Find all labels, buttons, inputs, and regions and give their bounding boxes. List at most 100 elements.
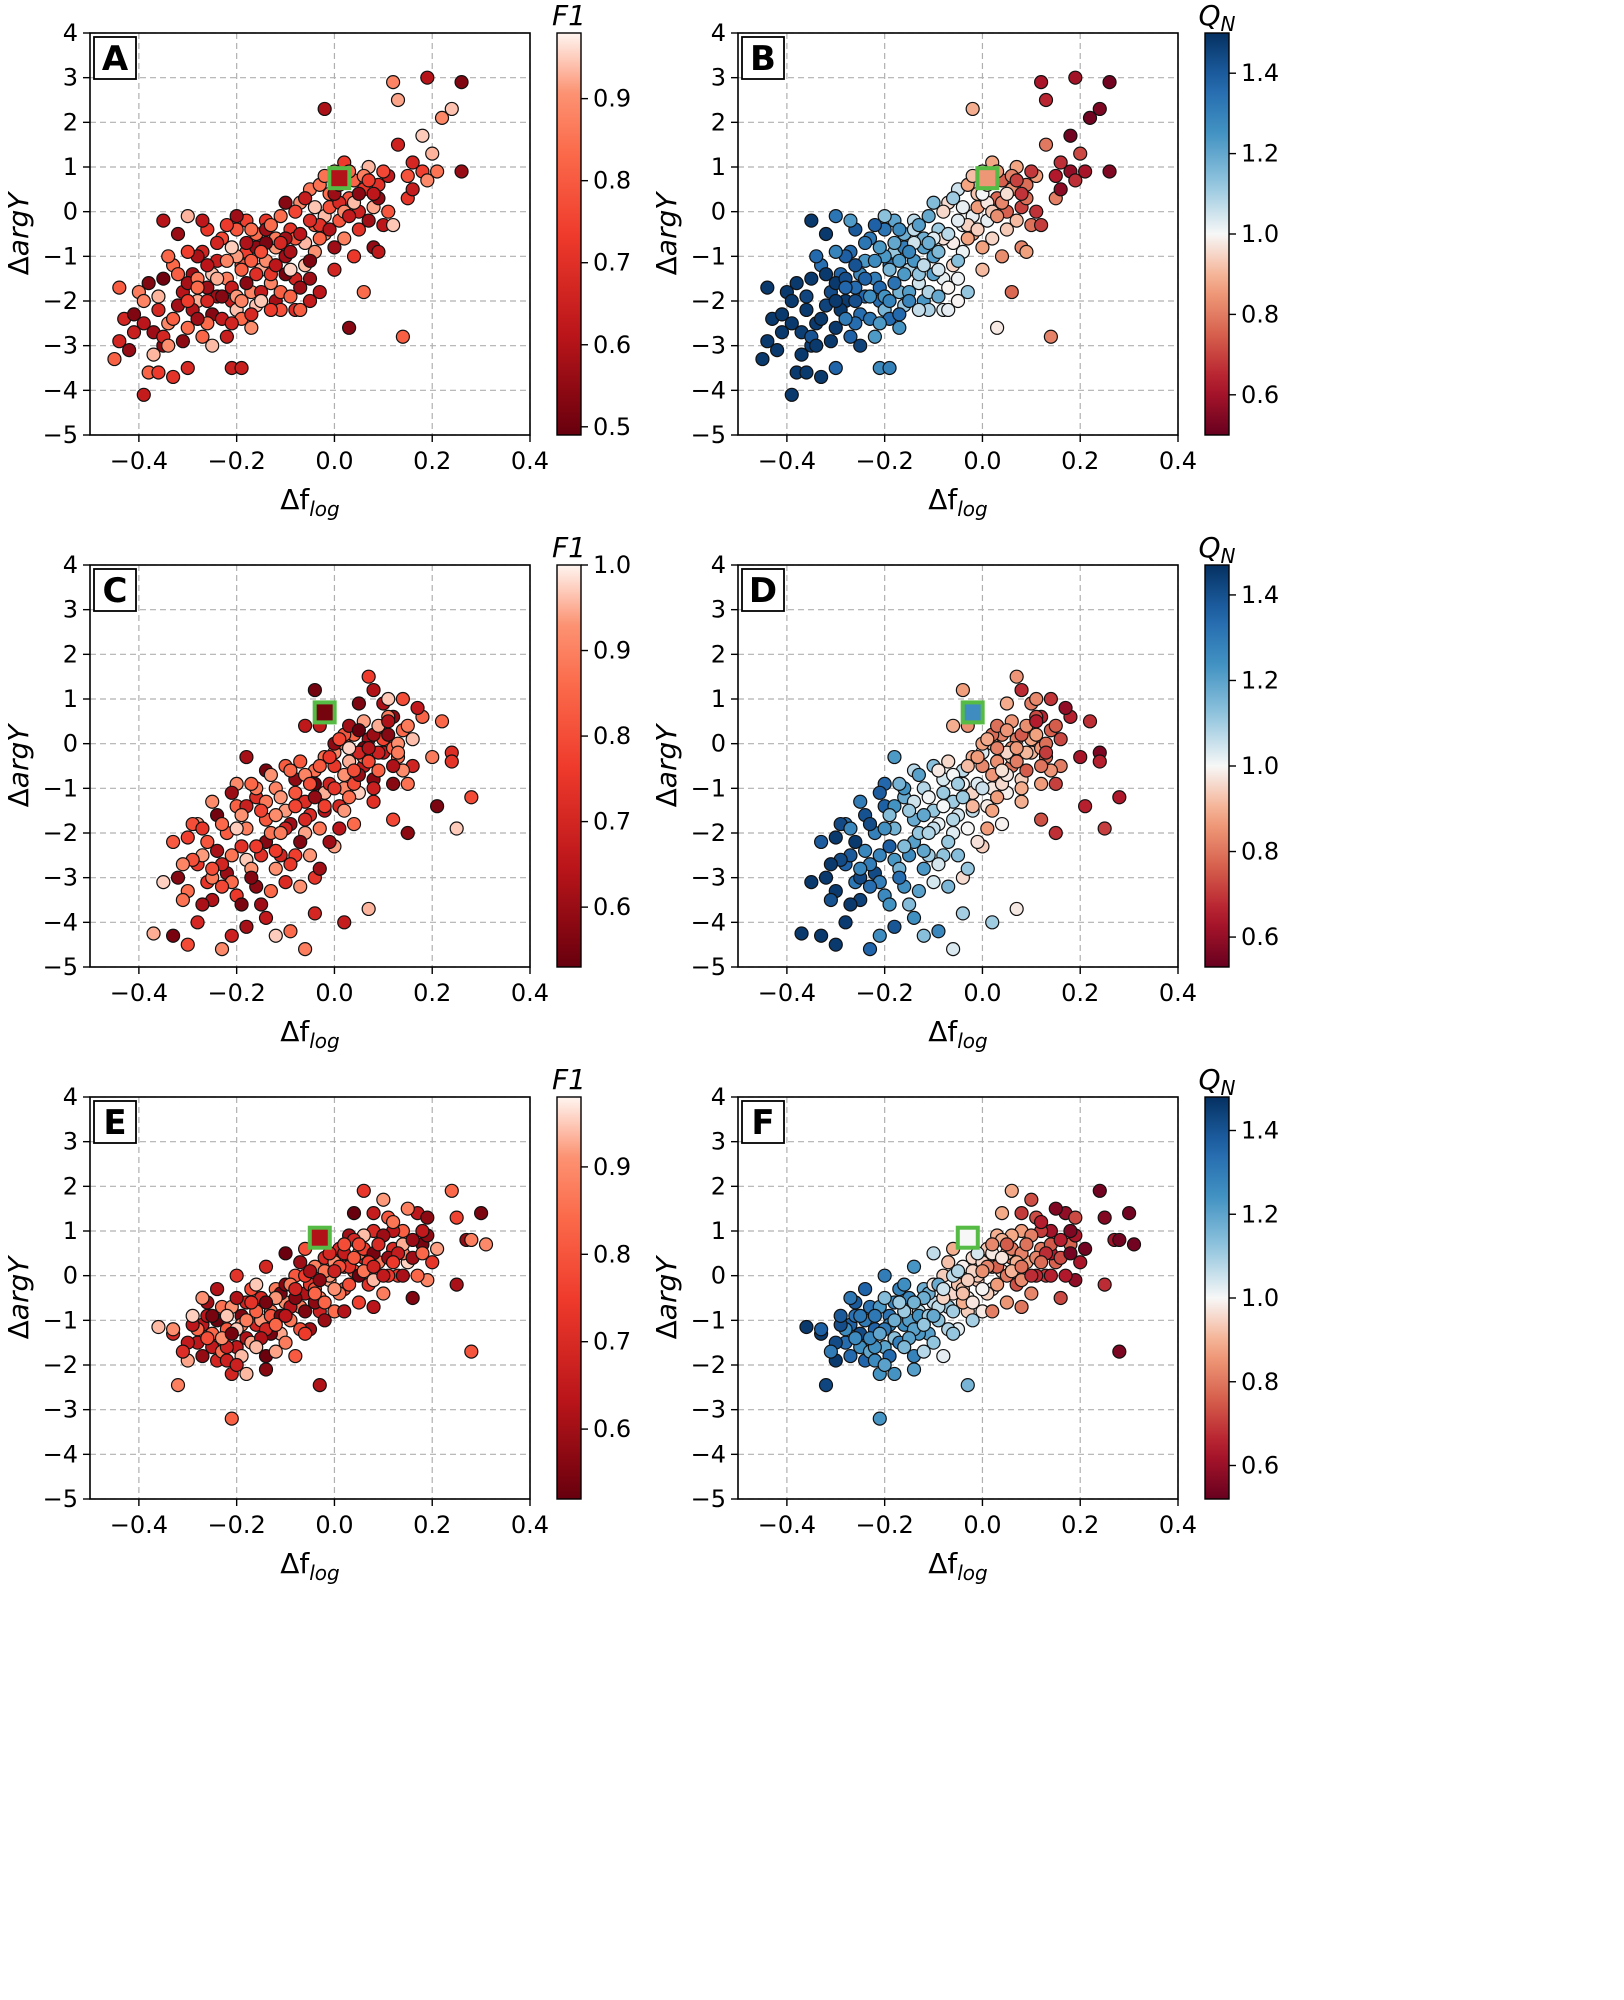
data-point (1034, 1255, 1049, 1270)
data-point (229, 821, 244, 836)
data-point (376, 1192, 391, 1207)
data-point (926, 875, 941, 890)
data-point (420, 173, 435, 188)
data-point (862, 942, 878, 957)
colorbar-tick-label: 0.8 (1241, 1368, 1279, 1396)
data-point (838, 915, 853, 930)
data-point (892, 1295, 907, 1310)
data-point (366, 682, 381, 698)
x-tick-label: −0.4 (758, 979, 816, 1007)
data-point (1112, 1232, 1127, 1248)
x-tick-label: 0.0 (963, 1511, 1001, 1539)
y-tick-label: 0 (63, 1262, 78, 1290)
data-point (361, 741, 376, 756)
data-point (823, 1344, 838, 1359)
y-tick-label: 2 (63, 1172, 78, 1200)
data-point (273, 235, 288, 251)
x-tick-label: 0.4 (1159, 447, 1197, 475)
y-tick-label: 4 (711, 551, 726, 579)
data-point (1073, 749, 1088, 765)
data-point (239, 749, 254, 765)
y-tick-label: 1 (711, 685, 726, 713)
data-point (386, 1255, 401, 1270)
data-point (351, 696, 366, 711)
data-point (254, 897, 269, 912)
data-point (960, 758, 975, 774)
data-point (307, 790, 322, 805)
y-tick-label: 1 (63, 153, 78, 181)
data-point (1034, 75, 1049, 90)
x-tick-label: 0.0 (315, 1511, 353, 1539)
data-point (1024, 1192, 1039, 1207)
data-point (975, 240, 990, 255)
colorbar-tick-label: 0.8 (1241, 838, 1279, 866)
data-point (210, 235, 225, 251)
data-point (293, 754, 308, 769)
data-point (794, 347, 809, 362)
plot-frame (737, 32, 1179, 436)
data-point (420, 1210, 435, 1225)
data-point (843, 329, 858, 344)
data-point (288, 1348, 303, 1364)
data-point (1004, 1183, 1019, 1198)
data-point (195, 897, 210, 912)
data-point (170, 226, 186, 242)
colorbar-title: QN (1198, 1063, 1235, 1100)
data-point (195, 1290, 210, 1306)
panel-letter-box (741, 1100, 785, 1144)
y-tick-label: 1 (711, 153, 726, 181)
data-point (366, 794, 381, 809)
panel-letter: F (751, 1103, 774, 1143)
data-point (941, 280, 956, 295)
data-point (848, 293, 863, 309)
data-point (386, 758, 401, 774)
data-point (449, 1277, 464, 1292)
data-point (906, 1362, 922, 1377)
data-point (838, 311, 853, 326)
data-point (916, 1344, 931, 1359)
data-point (361, 213, 376, 228)
data-point (151, 302, 166, 318)
data-point (931, 857, 946, 872)
data-point (828, 320, 843, 335)
data-point (755, 351, 770, 367)
data-point (283, 763, 298, 778)
data-point (955, 200, 970, 215)
data-point (916, 843, 931, 858)
data-point (317, 799, 332, 814)
data-point (112, 334, 127, 349)
data-point (999, 222, 1014, 237)
data-point (337, 1237, 352, 1252)
y-tick-label: 0 (711, 198, 726, 226)
colorbar-tick-label: 1.2 (1241, 140, 1279, 168)
data-point (224, 848, 239, 863)
data-point (293, 834, 308, 850)
data-point (892, 253, 907, 268)
colorbar (556, 564, 582, 968)
data-point (298, 812, 313, 827)
data-point (1034, 812, 1049, 827)
data-point (234, 293, 249, 309)
data-point (1009, 213, 1024, 228)
data-point (312, 1273, 327, 1288)
data-point (828, 360, 843, 376)
data-point (170, 1377, 186, 1393)
data-point (346, 763, 362, 778)
x-axis-title: Δflog (280, 483, 340, 521)
data-point (1068, 70, 1083, 85)
y-tick-label: 3 (711, 596, 726, 624)
data-point (867, 217, 882, 233)
data-point (302, 253, 318, 268)
data-point (1038, 745, 1054, 760)
data-point (342, 209, 357, 224)
data-point (916, 1317, 931, 1332)
data-point (302, 293, 318, 309)
data-point (302, 848, 318, 863)
data-point (804, 875, 819, 890)
data-point (366, 1259, 381, 1274)
data-point (224, 316, 239, 331)
colorbar-tick-label: 1.2 (1241, 666, 1279, 694)
data-point (960, 1377, 975, 1393)
data-point (351, 186, 366, 201)
data-point (464, 1344, 479, 1359)
